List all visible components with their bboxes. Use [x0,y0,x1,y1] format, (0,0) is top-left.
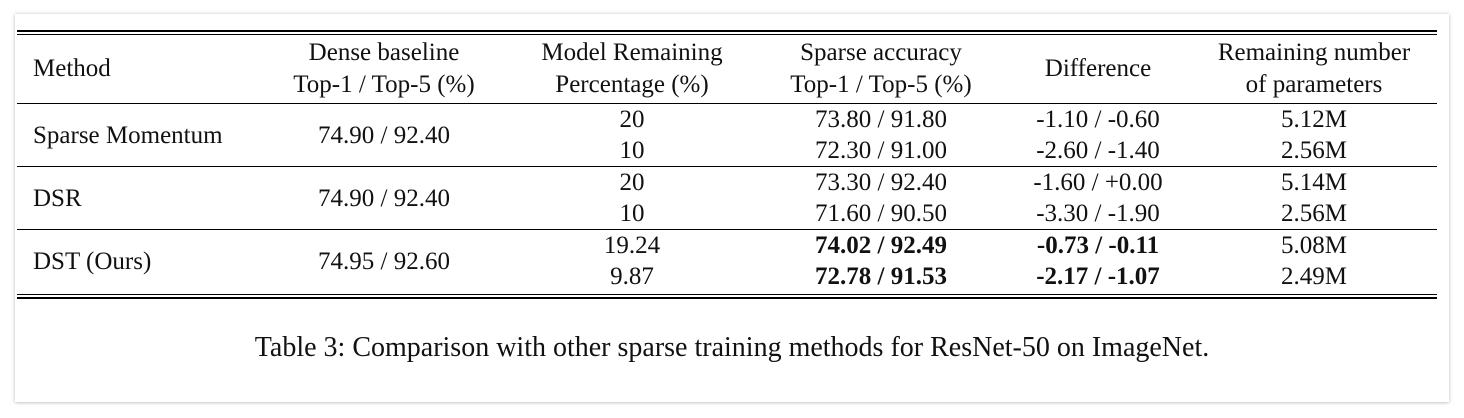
remaining-pct-cell: 20 [507,103,757,135]
difference-cell: -2.17 / -1.07 [1036,263,1160,290]
params-cell: 2.56M [1281,137,1347,164]
table-row: 9.87 72.78 / 91.53 -2.17 / -1.07 2.49M [17,261,1437,292]
sparse-acc-cell: 73.30 / 92.40 [757,166,1005,198]
difference-cell: -3.30 / -1.90 [1036,200,1160,227]
top-rule-2 [17,34,1437,35]
sparse-acc-cell: 71.60 / 90.50 [815,200,947,227]
header-dense-line1: Dense baseline [308,39,460,66]
remaining-pct-cell: 10 [619,137,645,164]
difference-cell: -1.60 / +0.00 [1005,166,1191,198]
header-dense-baseline: Dense baseline Top-1 / Top-5 (%) [261,36,507,104]
table-caption: Table 3: Comparison with other sparse tr… [254,332,1210,363]
difference-cell: -1.10 / -0.60 [1005,103,1191,135]
params-cell: 5.14M [1191,166,1437,198]
sparse-acc-cell: 74.02 / 92.49 [757,229,1005,261]
params-cell: 2.49M [1281,263,1347,290]
difference-cell: -0.73 / -0.11 [1005,229,1191,261]
header-sparse-accuracy: Sparse accuracy Top-1 / Top-5 (%) [757,36,1005,104]
header-sparse-line1: Sparse accuracy [800,39,962,66]
header-row: Method Dense baseline Top-1 / Top-5 (%) … [17,36,1437,104]
table-row: 10 71.60 / 90.50 -3.30 / -1.90 2.56M [17,198,1437,230]
dense-baseline-cell: 74.95 / 92.60 [261,229,507,292]
results-table: Method Dense baseline Top-1 / Top-5 (%) … [17,36,1437,292]
method-cell: Sparse Momentum [17,103,261,167]
dense-baseline-cell: 74.90 / 92.40 [261,166,507,230]
table-row: 10 72.30 / 91.00 -2.60 / -1.40 2.56M [17,135,1437,167]
figure-card: Method Dense baseline Top-1 / Top-5 (%) … [15,14,1449,402]
header-method-label: Method [33,55,111,82]
table-row: DST (Ours) 74.95 / 92.60 19.24 74.02 / 9… [17,229,1437,292]
remaining-pct-cell: 20 [507,166,757,198]
sparse-acc-cell: 72.78 / 91.53 [815,263,947,290]
difference-cell: -2.60 / -1.40 [1036,137,1160,164]
params-cell: 5.12M [1191,103,1437,135]
header-sparse-line2: Top-1 / Top-5 (%) [790,71,972,98]
table-row: Sparse Momentum 74.90 / 92.40 20 73.80 /… [17,103,1437,167]
header-params-line2: of parameters [1245,71,1383,98]
remaining-pct-cell: 19.24 [507,229,757,261]
header-remaining-params: Remaining number of parameters [1191,36,1437,104]
remaining-pct-cell: 10 [619,200,645,227]
header-remaining-line2: Percentage (%) [555,71,709,98]
header-params-line1: Remaining number [1217,39,1411,66]
bottom-rule-1 [17,294,1437,295]
header-model-remaining: Model Remaining Percentage (%) [507,36,757,104]
dense-baseline-cell: 74.90 / 92.40 [261,103,507,167]
header-difference-label: Difference [1044,55,1152,82]
sparse-acc-cell: 72.30 / 91.00 [815,137,947,164]
bottom-rule-2 [17,297,1437,299]
table-row: DSR 74.90 / 92.40 20 73.30 / 92.40 -1.60… [17,166,1437,230]
sparse-acc-cell: 73.80 / 91.80 [757,103,1005,135]
method-cell: DSR [17,166,261,230]
top-rule-1 [17,30,1437,32]
header-method: Method [17,36,261,104]
params-cell: 5.08M [1191,229,1437,261]
header-remaining-line1: Model Remaining [541,39,723,66]
header-dense-line2: Top-1 / Top-5 (%) [293,71,475,98]
header-difference: Difference [1005,36,1191,104]
method-cell: DST (Ours) [17,229,261,292]
params-cell: 2.56M [1281,200,1347,227]
remaining-pct-cell: 9.87 [610,263,654,290]
